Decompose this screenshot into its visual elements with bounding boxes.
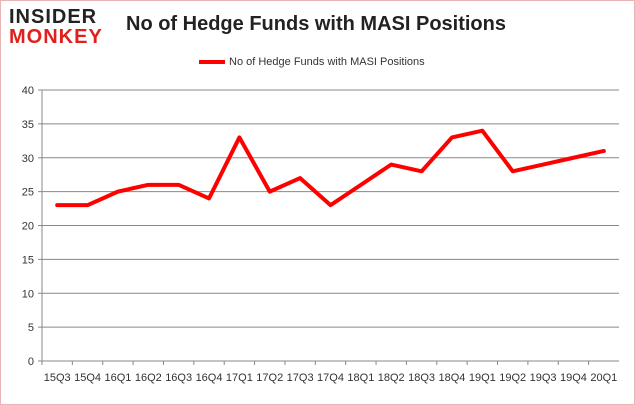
y-tick-label: 15	[22, 254, 34, 266]
x-tick-label: 16Q1	[104, 372, 131, 384]
x-tick-label: 17Q2	[256, 372, 283, 384]
insider-monkey-logo: INSIDER MONKEY	[9, 7, 103, 47]
y-tick-label: 5	[28, 322, 34, 334]
legend: No of Hedge Funds with MASI Positions	[199, 56, 425, 68]
x-tick-label: 19Q4	[560, 372, 587, 384]
x-tick-label: 15Q3	[44, 372, 71, 384]
x-tick-label: 18Q3	[408, 372, 435, 384]
series-line	[55, 128, 606, 208]
x-tick-label: 18Q1	[347, 372, 374, 384]
x-tick-label: 17Q3	[287, 372, 314, 384]
x-tick-label: 16Q4	[196, 372, 223, 384]
y-tick-label: 35	[22, 119, 34, 131]
x-tick-label: 19Q2	[499, 372, 526, 384]
x-tick-label: 19Q1	[469, 372, 496, 384]
logo-line2: MONKEY	[9, 26, 103, 48]
x-tick-label: 17Q1	[226, 372, 253, 384]
x-tick-label: 20Q1	[590, 372, 617, 384]
logo-line1: INSIDER	[9, 6, 98, 28]
y-tick-label: 20	[22, 221, 34, 233]
x-tick-label: 18Q4	[439, 372, 466, 384]
x-tick-label: 15Q4	[74, 372, 101, 384]
x-tick-label: 16Q2	[135, 372, 162, 384]
legend-label: No of Hedge Funds with MASI Positions	[229, 56, 425, 68]
y-tick-label: 0	[28, 356, 34, 368]
legend-swatch	[199, 60, 225, 64]
x-tick-label: 16Q3	[165, 372, 192, 384]
x-tick-label: 19Q3	[530, 372, 557, 384]
y-tick-label: 40	[22, 85, 34, 97]
y-tick-label: 25	[22, 187, 34, 199]
x-tick-label: 18Q2	[378, 372, 405, 384]
y-tick-label: 30	[22, 153, 34, 165]
x-tick-label: 17Q4	[317, 372, 344, 384]
y-tick-label: 10	[22, 288, 34, 300]
chart-title: No of Hedge Funds with MASI Positions	[126, 13, 506, 35]
